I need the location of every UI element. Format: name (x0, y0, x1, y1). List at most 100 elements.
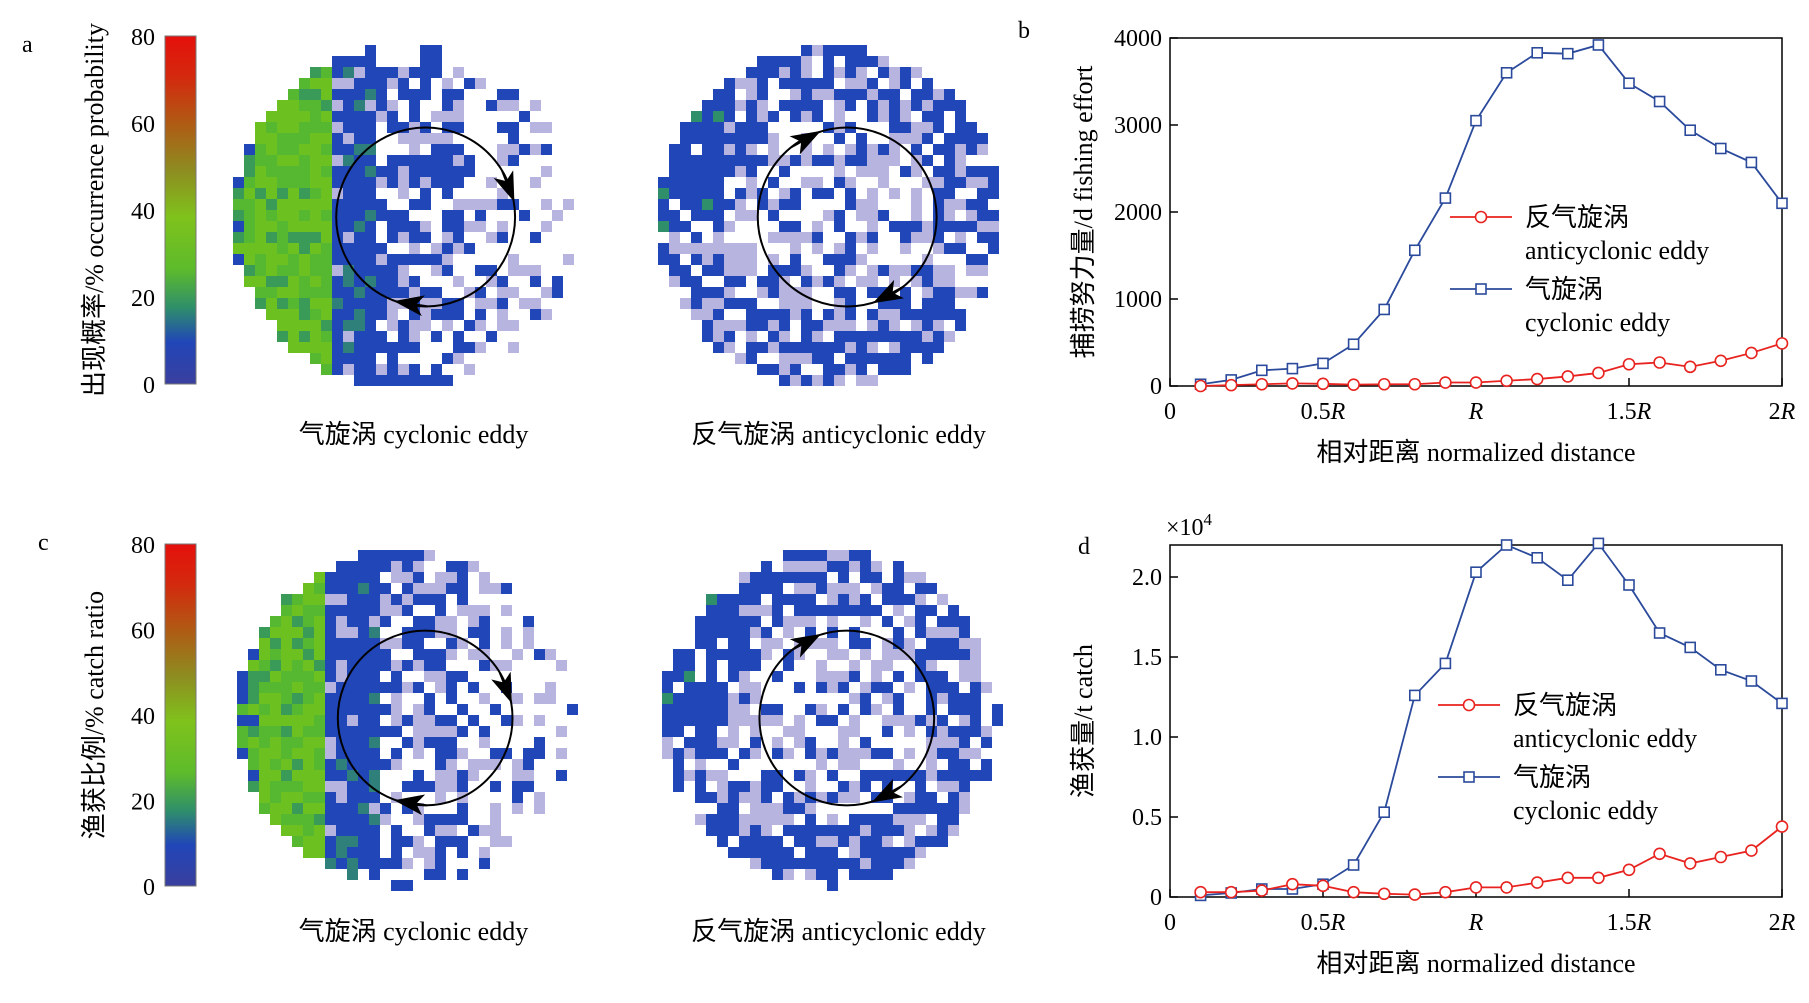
colorbar-tick-label: 80 (131, 25, 155, 51)
data-point (1745, 156, 1758, 169)
y-axis-label: 捕捞努力量/d fishing effort (1069, 65, 1098, 358)
data-point (1439, 885, 1452, 899)
y-tick-label: 1.5 (1132, 645, 1162, 671)
heatmap-cells (662, 550, 1003, 891)
x-tick-label: 1.5R (1607, 910, 1652, 936)
eddy-rotation-arrow (871, 778, 904, 803)
data-point (1561, 370, 1575, 383)
y-tick-label: 0.5 (1132, 805, 1162, 831)
data-point (1194, 885, 1207, 899)
y-tick-label: 3000 (1114, 113, 1162, 139)
data-point (1530, 372, 1544, 386)
colorbar-label: 渔获比例/% catch ratio (80, 591, 109, 839)
data-point (1500, 881, 1513, 894)
data-point (1775, 820, 1789, 833)
heatmap-cyclonic-a: 气旋涡 cyclonic eddy (233, 45, 574, 449)
legend-entry: 气旋涡 (1525, 275, 1603, 304)
eddy-circle (758, 629, 936, 807)
heatmap-cells (658, 45, 999, 386)
heatmap-cyclonic-c: 气旋涡 cyclonic eddy (237, 550, 578, 946)
colorbar-tick-label: 60 (131, 619, 155, 645)
eddy-rotation-arrow (493, 169, 515, 203)
colorbar-scale (164, 35, 197, 385)
panel-label-d: d (1078, 534, 1090, 560)
data-point (1622, 863, 1636, 877)
x-tick-label: 1.5R (1607, 399, 1652, 425)
legend-marker (1462, 698, 1476, 712)
data-point (1683, 360, 1697, 374)
data-point (1562, 47, 1574, 60)
colorbar-tick-label: 20 (131, 286, 155, 312)
data-point (1286, 362, 1299, 375)
series-anticyclonic (1194, 820, 1789, 901)
legend-marker (1463, 771, 1475, 783)
data-point (1775, 337, 1789, 350)
y-multiplier: ×104 (1166, 510, 1213, 541)
data-point (1409, 244, 1421, 257)
heatmap-cells (237, 550, 578, 891)
data-point (1439, 657, 1452, 670)
y-tick-label: 1.0 (1132, 725, 1162, 751)
legend-entry: 反气旋涡 (1525, 203, 1629, 232)
x-tick-label: 0.5R (1301, 399, 1346, 425)
y-axis-label: 渔获量/t catch (1069, 644, 1098, 798)
series-line (1200, 43, 1783, 386)
colorbar-2: 80 60 40 20 0 渔获比例/% catch ratio (80, 533, 197, 901)
data-point (1408, 377, 1422, 391)
colorbar-tick-label: 0 (143, 373, 155, 399)
x-axis-label: 相对距离 normalized distance (1316, 949, 1635, 978)
data-point (1592, 871, 1605, 885)
data-point (1500, 374, 1513, 388)
legend: 反气旋涡 anticyclonic eddy 气旋涡 cyclonic eddy (1450, 203, 1709, 337)
data-point (1409, 689, 1421, 702)
data-point (1530, 876, 1544, 889)
data-point (1378, 806, 1390, 819)
data-point (1224, 378, 1238, 392)
data-point (1377, 887, 1391, 901)
data-point (1714, 354, 1728, 368)
data-point (1378, 303, 1390, 316)
data-point (1439, 376, 1452, 389)
data-point (1653, 95, 1666, 108)
eddy-circle (756, 126, 938, 308)
data-point (1347, 885, 1360, 899)
data-point (1592, 366, 1605, 380)
data-point (1316, 879, 1330, 893)
x-tick-label: 2R (1769, 399, 1796, 425)
colorbar-label: 出现概率/% occurrence probability (80, 23, 109, 397)
y-tick-label: 0 (1150, 885, 1162, 911)
panel-label-b: b (1018, 18, 1030, 44)
data-point (1255, 377, 1269, 391)
y-tick-label: 0 (1150, 374, 1162, 400)
data-point (1653, 627, 1666, 639)
data-point (1286, 877, 1299, 891)
heatmap-label: 气旋涡 cyclonic eddy (299, 917, 529, 946)
data-point (1653, 847, 1666, 861)
y-tick-label: 2000 (1114, 200, 1162, 226)
colorbar-scale (164, 543, 197, 887)
panel-label-a: a (22, 32, 33, 58)
data-point (1531, 551, 1543, 564)
data-point (1317, 357, 1329, 370)
data-point (1653, 356, 1666, 369)
data-point (1684, 641, 1696, 654)
x-tick-label: 0 (1164, 910, 1176, 936)
data-point (1500, 67, 1513, 79)
x-tick-label: R (1468, 910, 1484, 936)
legend-entry: 反气旋涡 (1513, 691, 1617, 720)
legend-marker (1475, 283, 1487, 295)
heatmap-anticyclonic-c: 反气旋涡 anticyclonic eddy (662, 550, 1003, 946)
colorbar-tick-label: 80 (131, 533, 155, 559)
data-point (1439, 192, 1452, 204)
x-axis-label: 相对距离 normalized distance (1316, 438, 1635, 467)
series-line (1200, 541, 1783, 897)
heatmap-cells (233, 45, 574, 386)
x-tick-label: 0 (1164, 399, 1176, 425)
data-point (1469, 881, 1483, 894)
data-point (1469, 376, 1483, 389)
data-point (1745, 346, 1758, 360)
legend-entry-sub: anticyclonic eddy (1513, 724, 1697, 753)
eddy-rotation-arrow (872, 279, 905, 304)
data-point (1224, 885, 1238, 899)
